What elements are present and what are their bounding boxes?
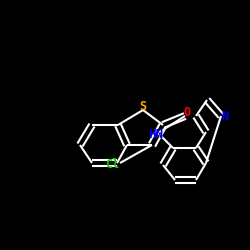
Text: HN: HN [148, 128, 164, 141]
Text: N: N [222, 110, 228, 122]
Text: O: O [184, 106, 190, 120]
Text: S: S [140, 100, 146, 112]
Text: Cl: Cl [105, 158, 119, 172]
